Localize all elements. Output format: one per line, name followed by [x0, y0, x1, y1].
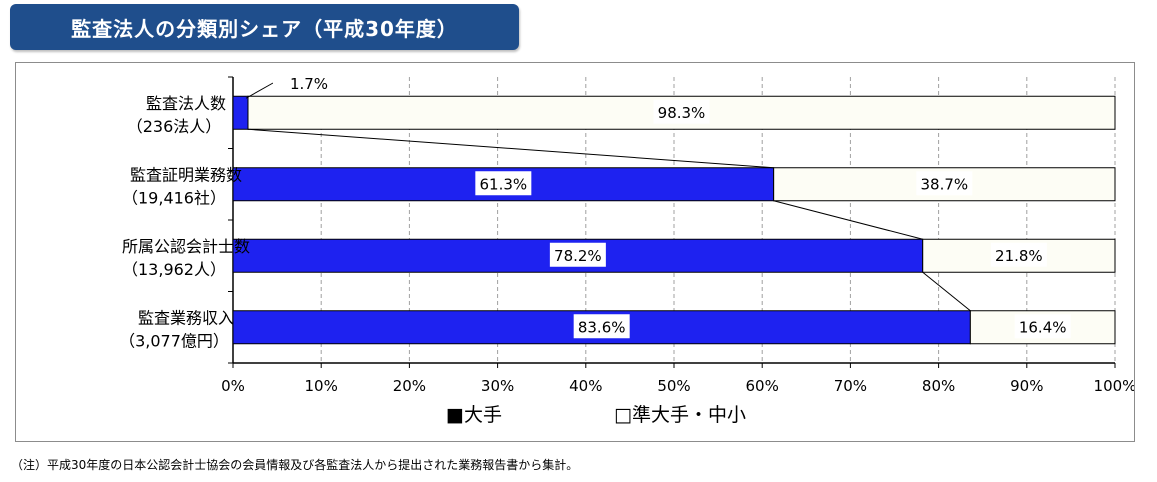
x-tick-label: 40%	[569, 377, 602, 395]
legend-small: □準大手・中小	[614, 404, 746, 426]
data-label-small-box	[1014, 314, 1071, 339]
data-label-large-box	[549, 242, 606, 267]
category-label: 監査業務収入	[138, 308, 234, 327]
data-label-large: 1.7%	[290, 75, 328, 93]
x-tick-label: 20%	[393, 377, 426, 395]
x-tick-label: 50%	[657, 377, 690, 395]
category-label: 監査法人数	[146, 94, 226, 113]
connector-line	[922, 271, 971, 312]
data-label-small-box	[653, 99, 710, 124]
data-label-small-box	[990, 242, 1047, 267]
category-sublabel: （19,416社）	[122, 188, 226, 207]
data-label-small: 21.8%	[995, 247, 1043, 265]
data-label-small: 98.3%	[658, 104, 706, 122]
data-label-small: 38.7%	[921, 175, 969, 193]
connector-line	[247, 128, 774, 169]
bar-large	[232, 95, 249, 130]
category-label: 所属公認会計士数	[122, 237, 250, 256]
data-label-large: 83.6%	[578, 318, 626, 336]
data-label-large-box	[475, 171, 532, 196]
x-tick-label: 10%	[305, 377, 338, 395]
x-tick-label: 60%	[746, 377, 779, 395]
category-sublabel: （236法人）	[127, 117, 222, 136]
data-label-large-box	[273, 71, 347, 95]
title-tab: 監査法人の分類別シェア（平成30年度）	[10, 4, 519, 50]
stacked-bar-chart: 0% 10% 20% 30% 40% 50% 60% 70% 80% 90% 100% 監査法人数 （2…	[119, 71, 1136, 426]
category-sublabel: （13,962人）	[122, 260, 226, 279]
connector-line	[773, 200, 923, 240]
category-sublabel: （3,077億円）	[119, 331, 229, 350]
x-tick-label: 70%	[834, 377, 867, 395]
chart-frame: 0% 10% 20% 30% 40% 50% 60% 70% 80% 90% 100% 監査法人数 （2…	[15, 62, 1136, 442]
leader-line	[245, 82, 274, 99]
data-label-small-box	[916, 171, 973, 196]
x-tick-label: 80%	[922, 377, 955, 395]
data-label-large: 78.2%	[554, 247, 602, 265]
legend-large: ■大手	[446, 404, 502, 426]
x-tick-label: 0%	[221, 377, 245, 395]
x-tick-label: 100%	[1094, 377, 1134, 395]
data-label-small: 16.4%	[1019, 318, 1067, 336]
data-label-large: 61.3%	[480, 175, 528, 193]
x-tick-label: 90%	[1010, 377, 1043, 395]
data-label-large-box	[573, 314, 630, 339]
category-label: 監査証明業務数	[130, 165, 242, 184]
footnote: （注）平成30年度の日本公認会計士協会の会員情報及び各監査法人から提出された業務…	[11, 458, 579, 472]
chart-title: 監査法人の分類別シェア（平成30年度）	[71, 16, 458, 41]
x-tick-label: 30%	[481, 377, 514, 395]
